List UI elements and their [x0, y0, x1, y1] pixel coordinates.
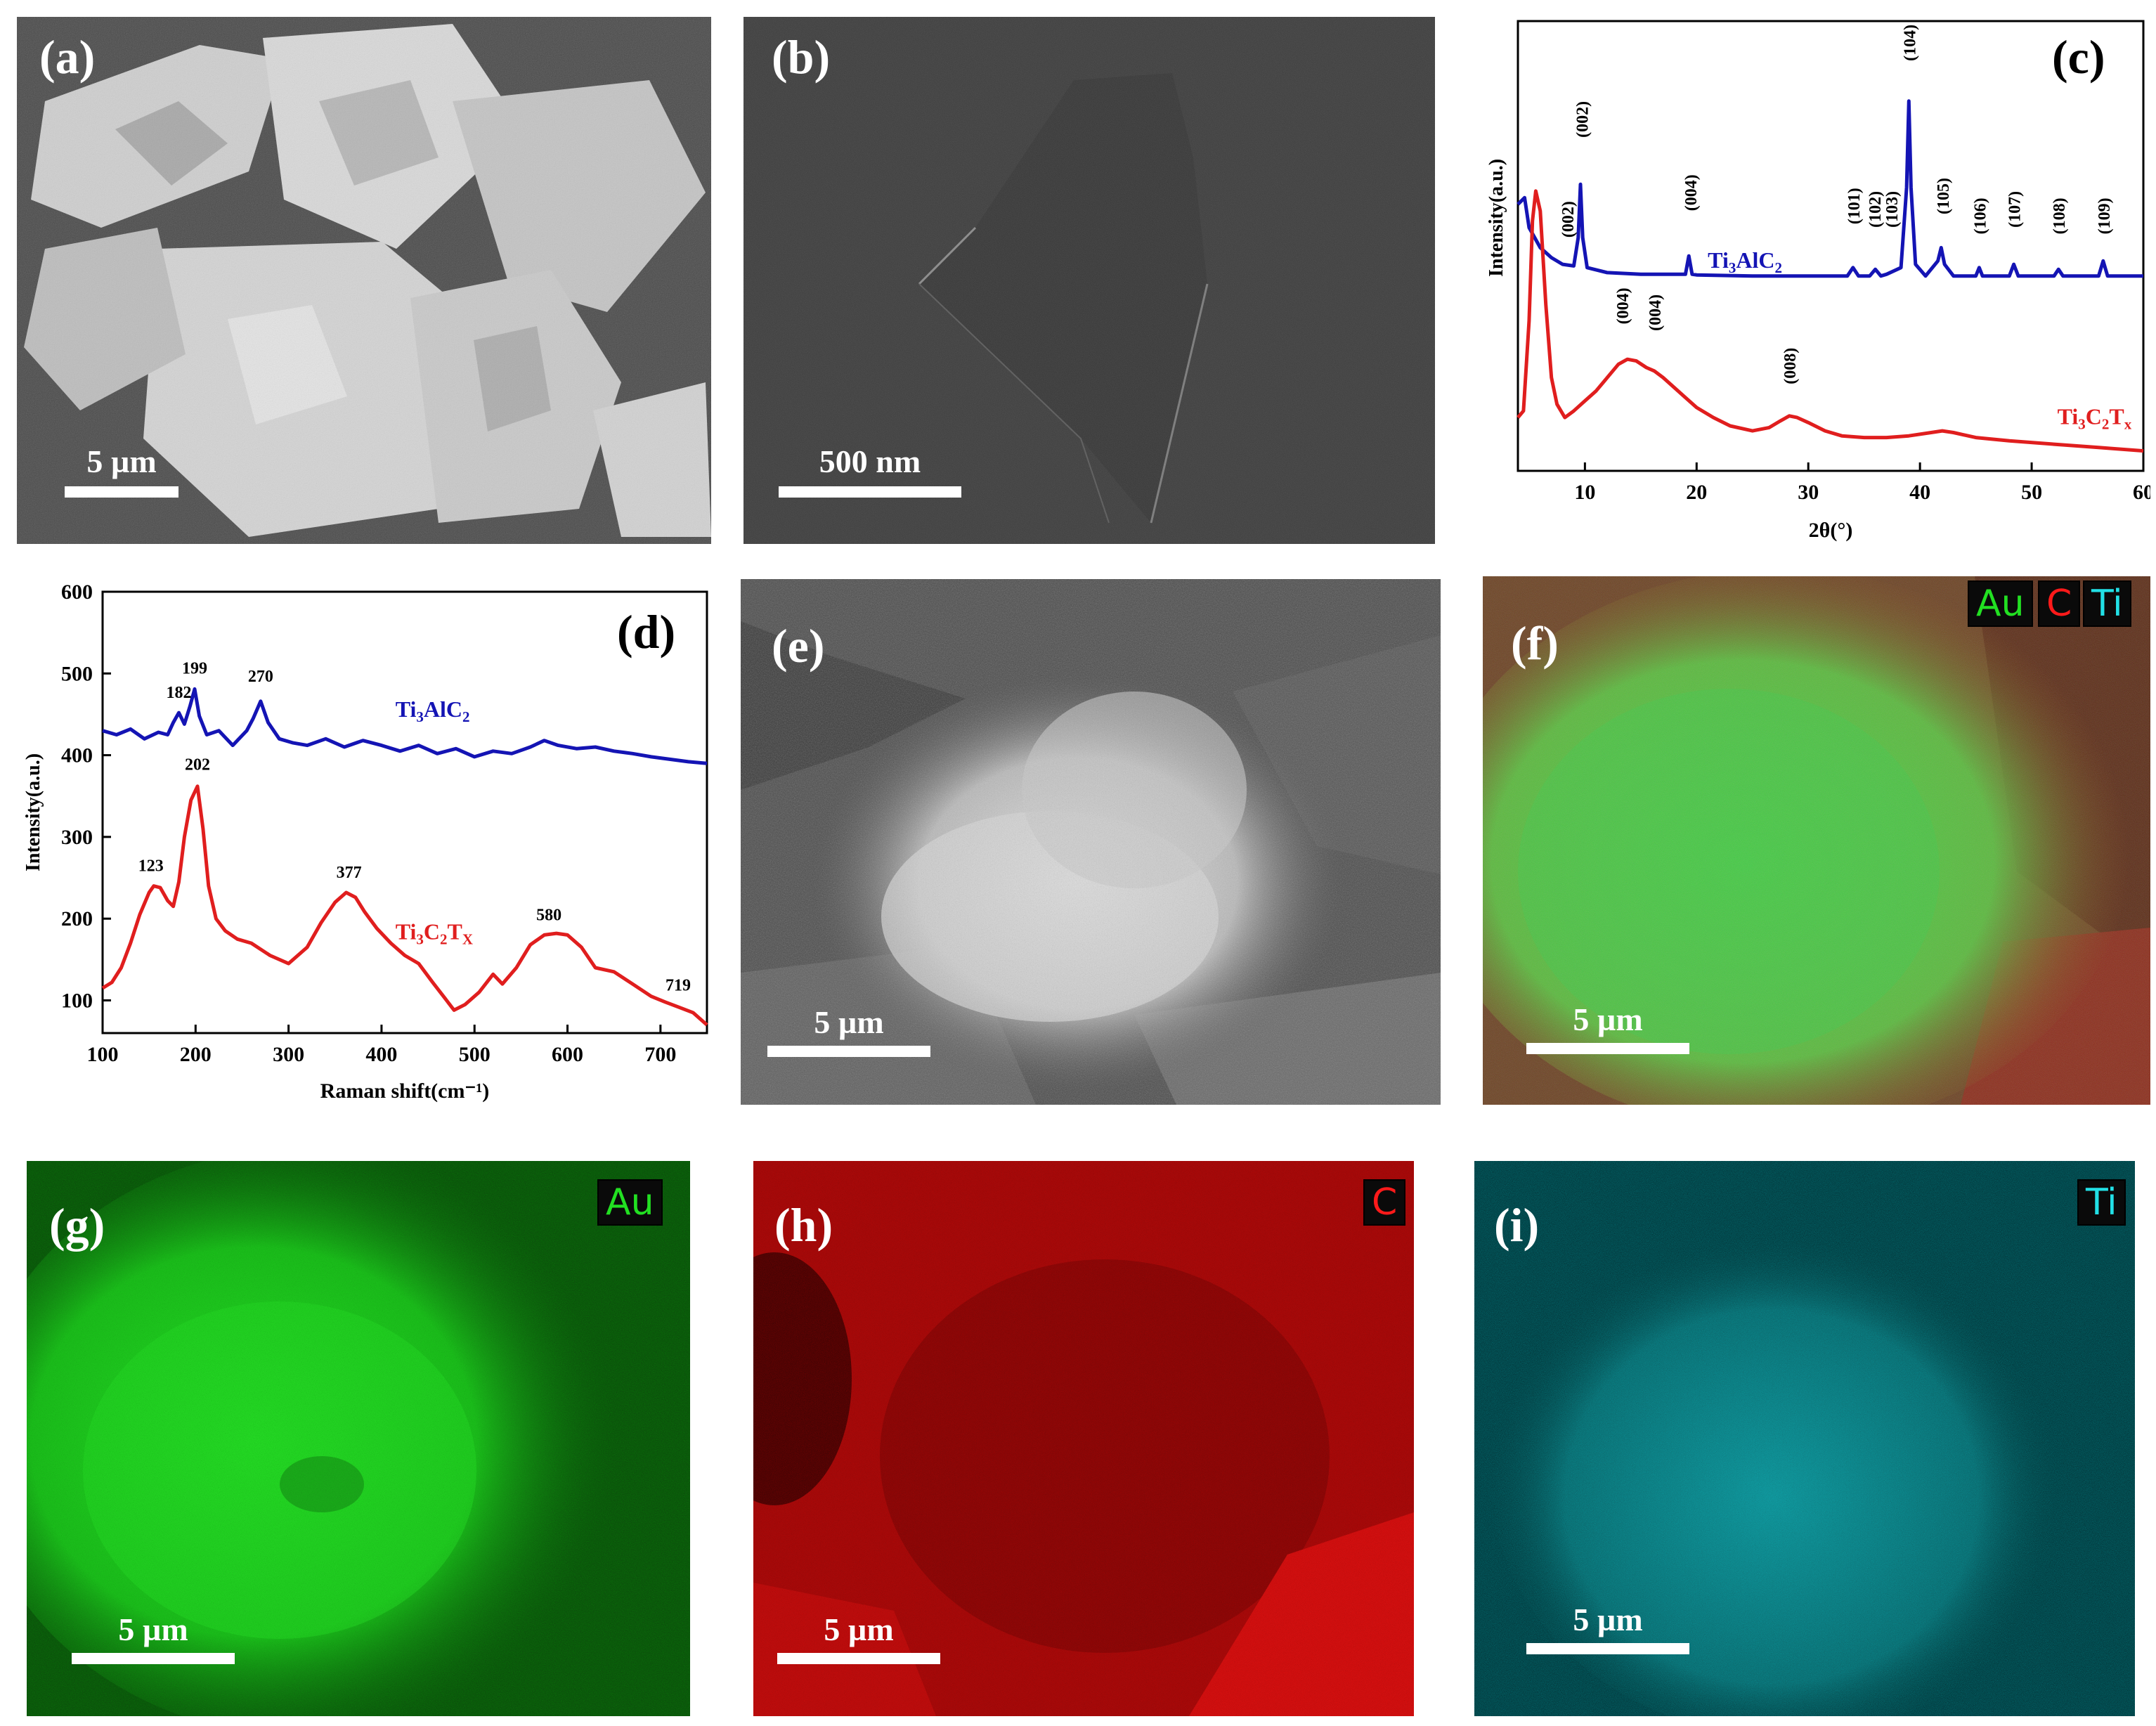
raman-y-axis-label: Intensity(a.u.)	[22, 753, 44, 871]
panel-g-badge-au: Au	[597, 1179, 663, 1226]
xrd-peak-label: (002)	[1559, 201, 1578, 238]
raman-xtick-label: 200	[180, 1043, 212, 1066]
panel-f-scale-text: 5 µm	[1573, 1001, 1643, 1037]
panel-g-au-map: (g) Au 5 µm	[27, 1161, 690, 1716]
xrd-peak-label: (008)	[1781, 348, 1800, 384]
xrd-series-ti3c2tx-label: Ti3C2Tx	[2058, 404, 2132, 433]
panel-g-scale-bar	[72, 1653, 235, 1664]
xrd-series-ti3c2tx-line	[1517, 189, 2144, 453]
panel-e-scale-bar	[767, 1046, 930, 1057]
raman-xtick-label: 100	[87, 1043, 119, 1066]
panel-b-scale-text: 500 nm	[819, 443, 921, 479]
panel-a-scale-bar	[65, 486, 178, 498]
raman-ytick-label: 600	[61, 580, 93, 604]
raman-x-axis-label: Raman shift(cm⁻¹)	[320, 1079, 490, 1103]
raman-peak-label: 377	[337, 864, 362, 882]
panel-f-badge-c: C	[2038, 580, 2081, 627]
xrd-peak-label: (108)	[2051, 197, 2069, 234]
raman-ytick-label: 100	[61, 989, 93, 1012]
panel-d-raman-chart: 100 200 300 400 500 600 700 100 200 300 400 500 600 R…	[14, 576, 717, 1110]
xrd-peak-label: (106)	[1971, 197, 1989, 234]
panel-c-label: (c)	[2052, 30, 2105, 84]
panel-g-scale-text: 5 µm	[118, 1611, 188, 1647]
panel-f-scale-bar	[1526, 1043, 1689, 1054]
raman-xtick-label: 400	[365, 1043, 397, 1066]
panel-e-scale-text: 5 µm	[814, 1004, 884, 1040]
panel-i-scale-text: 5 µm	[1573, 1602, 1643, 1637]
xrd-peak-label: (004)	[1614, 287, 1632, 324]
raman-peak-label: 199	[182, 659, 207, 677]
panel-h-label: (h)	[774, 1198, 833, 1252]
xrd-xtick-label: 40	[1909, 481, 1930, 504]
raman-xtick-label: 600	[552, 1043, 583, 1066]
raman-chart-svg: 100 200 300 400 500 600 700 100 200 300 400 500 600 R…	[22, 580, 708, 1103]
panel-i-label: (i)	[1494, 1198, 1540, 1252]
panel-b-scale-bar	[779, 486, 961, 498]
raman-peak-label: 123	[138, 857, 164, 876]
xrd-plot-frame	[1517, 20, 2145, 472]
xrd-peak-label: (107)	[2006, 191, 2025, 228]
raman-xtick-label: 300	[273, 1043, 304, 1066]
xrd-peak-label: (101)	[1845, 188, 1864, 224]
xrd-peak-label: (109)	[2096, 197, 2114, 234]
xrd-peak-label: (004)	[1647, 294, 1665, 331]
panel-e-label: (e)	[772, 619, 825, 673]
raman-peak-label: 202	[185, 756, 210, 774]
raman-ytick-label: 400	[61, 744, 93, 767]
panel-b-label: (b)	[772, 30, 831, 84]
panel-f-eds-overlay-map: (f) Au C Ti 5 µm	[1483, 576, 2150, 1105]
xrd-peak-label: (004)	[1682, 174, 1701, 211]
panel-f-badge-au: Au	[1968, 580, 2033, 627]
xrd-chart-svg: 10 20 30 40 50 60 2θ(°) Intensity(a.u.) Ti3AlC2 T…	[1486, 20, 2154, 542]
xrd-peak-label: (105)	[1935, 178, 1953, 214]
xrd-xtick-label: 60	[2133, 481, 2150, 504]
raman-series-ti3alc2-line	[102, 687, 708, 765]
raman-peak-label: 580	[536, 907, 561, 925]
panel-b-sem-image: (b) 500 nm	[743, 17, 1435, 544]
raman-ytick-label: 300	[61, 826, 93, 849]
panel-i-badge-ti: Ti	[2077, 1179, 2126, 1226]
xrd-series-ti3alc2-line	[1517, 99, 2143, 278]
raman-series-ti3c2tx-line	[101, 784, 708, 1027]
xrd-y-axis-label: Intensity(a.u.)	[1486, 159, 1507, 277]
raman-series-ti3alc2-label: Ti3AlC2	[396, 696, 470, 725]
panel-a-label: (a)	[39, 30, 96, 84]
xrd-peak-label: (002)	[1574, 101, 1592, 138]
raman-xtick-label: 500	[459, 1043, 491, 1066]
xrd-xtick-label: 10	[1574, 481, 1595, 504]
panel-h-badge-c: C	[1363, 1179, 1406, 1226]
panel-i-scale-bar	[1526, 1643, 1689, 1654]
panel-c-xrd-chart: 10 20 30 40 50 60 2θ(°) Intensity(a.u.) Ti3AlC2 T…	[1469, 14, 2154, 548]
xrd-x-axis-label: 2θ(°)	[1809, 519, 1853, 542]
xrd-xtick-label: 30	[1798, 481, 1819, 504]
xrd-peak-label: (103)	[1883, 191, 1902, 228]
panel-a-scale-text: 5 µm	[86, 443, 157, 479]
raman-ytick-label: 500	[61, 662, 93, 685]
panel-g-label: (g)	[49, 1198, 105, 1252]
panel-h-scale-bar	[777, 1653, 940, 1664]
raman-series-ti3c2tx-label: Ti3C2TX	[396, 919, 473, 947]
panel-i-ti-map: (i) Ti 5 µm	[1474, 1161, 2135, 1716]
xrd-series-ti3alc2-label: Ti3AlC2	[1708, 247, 1782, 276]
panel-f-badge-ti: Ti	[2083, 580, 2131, 627]
panel-f-label: (f)	[1511, 616, 1559, 670]
raman-peak-label: 719	[665, 977, 691, 995]
panel-d-label: (d)	[617, 605, 676, 658]
xrd-peak-label: (104)	[1901, 25, 1919, 61]
panel-e-sem-image: (e) 5 µm	[741, 579, 1441, 1105]
panel-h-scale-text: 5 µm	[824, 1611, 894, 1647]
xrd-peak-label: (102)	[1866, 191, 1885, 228]
raman-peak-label: 182	[166, 684, 191, 702]
xrd-xtick-label: 50	[2021, 481, 2042, 504]
panel-h-c-map: (h) C 5 µm	[753, 1161, 1414, 1716]
raman-peak-label: 270	[248, 668, 273, 686]
panel-a-sem-image: (a) 5 µm	[17, 17, 711, 544]
raman-plot-frame	[101, 590, 708, 1034]
xrd-xtick-label: 20	[1686, 481, 1707, 504]
raman-xtick-label: 700	[644, 1043, 676, 1066]
raman-ytick-label: 200	[61, 907, 93, 930]
